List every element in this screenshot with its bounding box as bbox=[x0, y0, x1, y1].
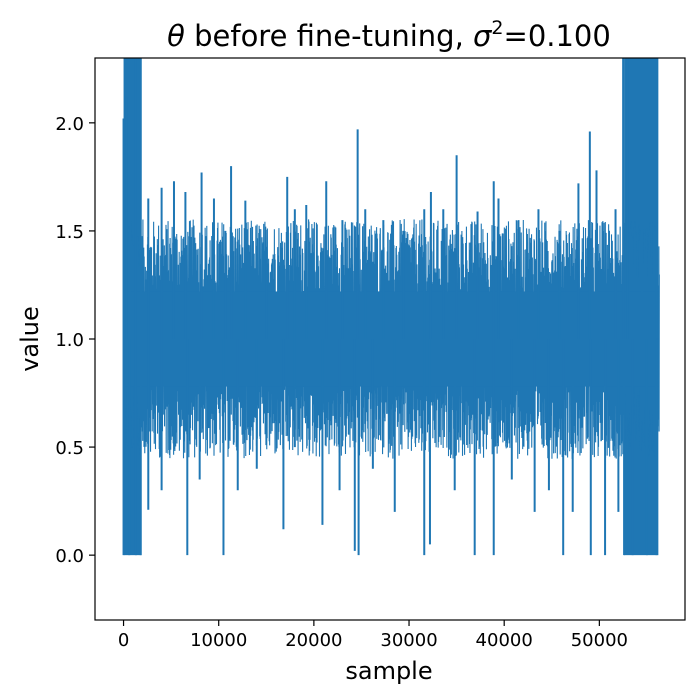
x-tick-label: 10000 bbox=[190, 630, 247, 651]
y-tick-label: 2.0 bbox=[55, 114, 84, 135]
x-tick-label: 30000 bbox=[380, 630, 437, 651]
series-layer bbox=[122, 58, 660, 556]
title-end: =0.100 bbox=[504, 19, 611, 53]
title-sigma: σ bbox=[473, 19, 493, 53]
chart-title: θ before fine-tuning, σ2=0.100 bbox=[167, 17, 611, 53]
title-middle: before fine-tuning, bbox=[185, 19, 473, 53]
y-axis-label: value bbox=[16, 306, 44, 372]
title-superscript: 2 bbox=[491, 17, 503, 39]
y-tick-label: 1.0 bbox=[55, 330, 84, 351]
signal-core-band bbox=[123, 291, 660, 387]
y-tick-label: 0.5 bbox=[55, 438, 84, 459]
y-tick-label: 0.0 bbox=[55, 546, 84, 567]
x-axis-ticks: 0 10000 20000 30000 40000 50000 bbox=[118, 620, 628, 651]
x-tick-label: 20000 bbox=[285, 630, 342, 651]
y-axis-ticks: 0.0 0.5 1.0 1.5 2.0 bbox=[55, 114, 95, 567]
title-theta: θ bbox=[167, 19, 185, 53]
x-tick-label: 50000 bbox=[571, 630, 628, 651]
x-tick-label: 40000 bbox=[476, 630, 533, 651]
x-tick-label: 0 bbox=[118, 630, 129, 651]
y-tick-label: 1.5 bbox=[55, 222, 84, 243]
x-axis-label: sample bbox=[345, 657, 432, 685]
